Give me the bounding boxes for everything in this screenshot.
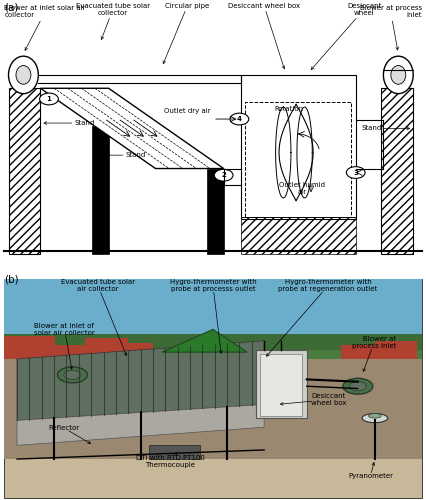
Bar: [4, 336, 55, 363]
Text: Desiccant wheel box: Desiccant wheel box: [228, 2, 300, 69]
Text: Hygro-thermometer with
probe at processs outlet: Hygro-thermometer with probe at processs…: [170, 280, 256, 353]
Ellipse shape: [383, 56, 413, 94]
Text: Rotation: Rotation: [275, 106, 304, 112]
Polygon shape: [40, 88, 224, 168]
Text: Blower at inlet of
solar air collector: Blower at inlet of solar air collector: [34, 322, 95, 369]
Bar: [4, 359, 422, 459]
Bar: [4, 350, 422, 364]
Text: 2: 2: [221, 172, 226, 178]
Ellipse shape: [9, 56, 38, 94]
Text: (a): (a): [4, 2, 19, 12]
Text: 4: 4: [237, 116, 242, 122]
Text: 1: 1: [46, 96, 52, 102]
Polygon shape: [17, 404, 264, 446]
Circle shape: [214, 170, 233, 181]
Bar: [9, 88, 40, 254]
Bar: [9, 88, 40, 254]
Bar: [375, 341, 417, 363]
Circle shape: [346, 166, 365, 178]
Ellipse shape: [362, 414, 388, 422]
Bar: [149, 446, 200, 459]
Bar: [4, 280, 422, 352]
Bar: [119, 343, 153, 363]
Circle shape: [230, 113, 249, 125]
Bar: [92, 126, 109, 254]
Circle shape: [40, 93, 58, 105]
Text: DTI with RTD PT100
Thermocouple: DTI with RTD PT100 Thermocouple: [136, 453, 205, 468]
Bar: [341, 346, 383, 364]
Bar: [260, 354, 302, 416]
Bar: [85, 338, 128, 363]
Text: Hygro-thermometer with
probe at regeneration outlet: Hygro-thermometer with probe at regenera…: [266, 280, 377, 356]
Text: Stand: Stand: [44, 120, 95, 126]
Ellipse shape: [58, 367, 87, 383]
Text: Circular pipe: Circular pipe: [163, 2, 210, 64]
Ellipse shape: [349, 382, 366, 391]
Text: Blower at inlet solar air
collector: Blower at inlet solar air collector: [4, 6, 86, 51]
Text: Blower at process
inlet: Blower at process inlet: [360, 6, 422, 50]
Bar: [207, 168, 224, 254]
Text: Desiccant
wheel: Desiccant wheel: [311, 2, 381, 70]
Text: 3: 3: [353, 170, 358, 175]
Bar: [241, 75, 356, 220]
Text: Stand: Stand: [104, 152, 146, 158]
Polygon shape: [17, 341, 264, 420]
Ellipse shape: [16, 66, 31, 84]
Text: Stand: Stand: [361, 126, 410, 132]
Bar: [245, 102, 351, 216]
Text: Evacuated tube solar
collector: Evacuated tube solar collector: [76, 2, 150, 40]
Ellipse shape: [343, 378, 373, 394]
Bar: [43, 346, 94, 364]
Ellipse shape: [368, 414, 381, 418]
Ellipse shape: [391, 66, 406, 84]
Text: Reflector: Reflector: [48, 425, 91, 444]
Bar: [381, 88, 413, 254]
Bar: [381, 88, 413, 254]
Text: Blower at
process inlet: Blower at process inlet: [352, 336, 396, 372]
Bar: [241, 216, 356, 254]
Bar: [4, 334, 422, 356]
Polygon shape: [162, 330, 247, 352]
Text: Pyranometer: Pyranometer: [348, 462, 393, 478]
Text: Outlet dry air: Outlet dry air: [164, 108, 211, 114]
Ellipse shape: [64, 370, 81, 380]
Text: Evacuated tube solar
air collector: Evacuated tube solar air collector: [61, 280, 135, 355]
Text: Outlet humid
air: Outlet humid air: [279, 182, 325, 195]
Bar: [256, 350, 307, 418]
Text: Desiccant
wheel box: Desiccant wheel box: [280, 393, 346, 406]
Text: (b): (b): [4, 275, 19, 285]
